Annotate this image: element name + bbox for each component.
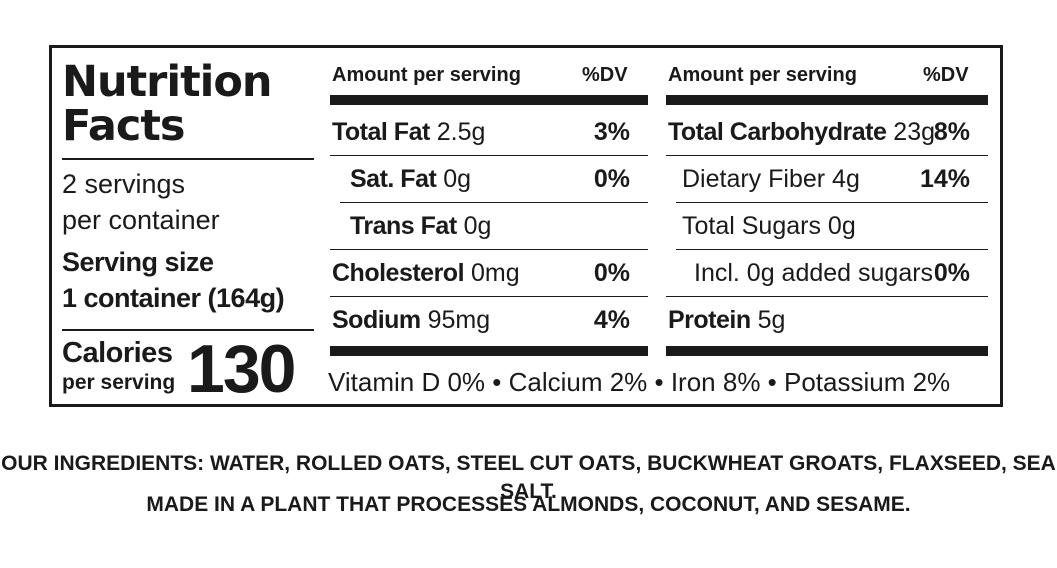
nutrient-amount: 0mg [470,259,520,287]
nutrient-row: Sodium 95mg 4% [330,297,648,344]
row-divider [666,295,988,297]
column-header-dv: %DV [582,64,628,86]
divider [62,329,314,331]
nutrient-name: Total Carbohydrate [668,118,887,146]
nutrient-amount: 5g [757,306,786,334]
nutrient-label: Protein 5g [668,305,785,335]
nutrient-label: Trans Fat 0g [350,211,491,241]
nutrition-title: Nutrition Facts [62,60,314,148]
nutrient-label: Total Sugars 0g [682,212,856,240]
nutrient-label: Sat. Fat 0g [350,164,471,194]
title-line-2: Facts [62,101,186,151]
nutrient-name: Sat. Fat [350,165,437,193]
allergen-statement: MADE IN A PLANT THAT PROCESSES ALMONDS, … [146,493,911,516]
nutrient-name: Total Fat [332,118,430,146]
serving-size-label: Serving size [62,247,214,277]
nutrient-name: Protein [668,306,751,334]
thick-divider [666,346,988,356]
nutrient-row: Sat. Fat 0g 0% [330,156,648,203]
thick-divider [330,346,648,356]
row-divider [676,201,988,203]
row-divider [676,248,988,250]
nutrient-label: Sodium 95mg [332,305,490,335]
nutrition-summary: Nutrition Facts 2 servings per container… [62,48,314,404]
serving-size: Serving size 1 container (164g) [62,244,285,316]
nutrient-amount: 0g [463,212,492,240]
nutrition-facts-panel: Nutrition Facts 2 servings per container… [49,45,1003,407]
column-header-amount: Amount per serving [332,64,521,86]
row-divider [666,154,988,156]
servings-count: 2 servings [62,169,186,199]
title-line-1: Nutrition [62,57,273,107]
nutrient-label: Dietary Fiber 4g [682,165,860,193]
row-divider [340,201,648,203]
nutrient-label: Cholesterol 0mg [332,258,520,288]
row-divider [330,295,648,297]
ingredients-list: OUR INGREDIENTS: WATER, ROLLED OATS, STE… [1,452,1056,503]
nutrient-amount: 2.5g [436,118,486,146]
calories-value: 130 [187,331,296,407]
nutrient-row: Total Fat 2.5g 3% [330,109,648,156]
nutrient-row: Dietary Fiber 4g 14% [666,156,988,203]
column-header-amount: Amount per serving [668,64,857,86]
nutrient-label: Total Fat 2.5g [332,117,485,147]
divider [62,158,314,160]
nutrient-dv: 0% [593,259,630,287]
nutrient-row: Cholesterol 0mg 0% [330,250,648,297]
nutrient-amount: 0g [443,165,472,193]
nutrient-row: Protein 5g [666,297,988,344]
column-header-dv: %DV [923,64,969,86]
row-divider [330,248,648,250]
nutrient-dv: 0% [933,259,970,287]
calories-label: Calories [62,337,173,369]
nutrient-row: Incl. 0g added sugars 0% [666,250,988,297]
nutrient-row: Total Sugars 0g [666,203,988,250]
nutrient-dv: 3% [593,118,630,146]
nutrient-name: Sodium [332,306,421,334]
servings-unit: per container [62,205,220,235]
nutrient-dv: 14% [919,165,970,193]
serving-size-value: 1 container (164g) [62,283,285,313]
thick-divider [330,95,648,105]
calories-sub-label: per serving [62,371,176,394]
nutrient-label: Incl. 0g added sugars [694,259,934,287]
thick-divider [666,95,988,105]
nutrient-dv: 0% [593,165,630,193]
servings-per-container: 2 servings per container [62,166,220,238]
nutrient-amount: 95mg [427,306,491,334]
nutrient-name: Cholesterol [332,259,465,287]
nutrient-label: Total Carbohydrate 23g [668,117,935,147]
nutrient-amount: 23g [893,118,936,146]
nutrient-row: Total Carbohydrate 23g 8% [666,109,988,156]
nutrient-row: Trans Fat 0g [330,203,648,250]
row-divider [330,154,648,156]
nutrient-dv: 4% [593,306,630,334]
nutrient-name: Trans Fat [350,212,457,240]
vitamins-minerals: Vitamin D 0% • Calcium 2% • Iron 8% • Po… [328,367,951,397]
nutrient-dv: 8% [933,118,970,146]
